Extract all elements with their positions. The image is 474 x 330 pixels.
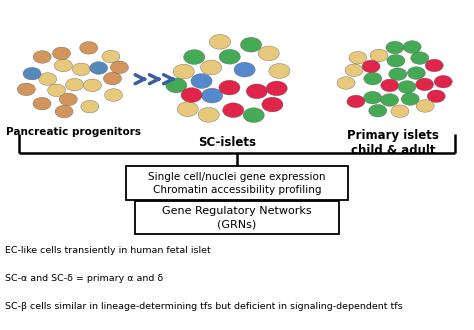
Circle shape: [191, 74, 212, 88]
Circle shape: [223, 103, 244, 117]
Circle shape: [391, 105, 409, 117]
Circle shape: [65, 78, 83, 91]
Circle shape: [243, 108, 264, 122]
Circle shape: [386, 41, 404, 54]
Circle shape: [105, 89, 122, 101]
Text: SC-β cells similar in lineage-determining tfs but deficient in signaling-depende: SC-β cells similar in lineage-determinin…: [5, 302, 402, 312]
Circle shape: [80, 42, 98, 54]
Circle shape: [219, 80, 240, 95]
Circle shape: [345, 64, 363, 77]
Text: Primary islets
child & adult: Primary islets child & adult: [347, 129, 439, 157]
Circle shape: [33, 97, 51, 110]
Circle shape: [434, 76, 452, 88]
Circle shape: [183, 50, 205, 64]
FancyBboxPatch shape: [126, 166, 348, 200]
Circle shape: [102, 50, 120, 63]
Circle shape: [427, 90, 445, 103]
Circle shape: [416, 100, 434, 112]
Circle shape: [201, 88, 223, 103]
Circle shape: [33, 51, 51, 63]
Circle shape: [201, 60, 222, 75]
Circle shape: [387, 54, 405, 67]
Circle shape: [266, 81, 287, 96]
Text: SC-islets: SC-islets: [199, 136, 256, 149]
Circle shape: [407, 67, 425, 79]
Circle shape: [258, 46, 279, 61]
Circle shape: [219, 50, 240, 64]
Circle shape: [347, 95, 365, 108]
Circle shape: [234, 62, 255, 77]
Circle shape: [403, 41, 421, 53]
FancyBboxPatch shape: [135, 201, 339, 234]
Circle shape: [425, 59, 443, 72]
Circle shape: [381, 79, 399, 92]
Text: EC-like cells transiently in human fetal islet: EC-like cells transiently in human fetal…: [5, 246, 210, 255]
Circle shape: [55, 59, 73, 72]
Circle shape: [55, 105, 73, 118]
Circle shape: [59, 93, 77, 106]
Circle shape: [364, 91, 382, 104]
Circle shape: [381, 94, 399, 106]
Circle shape: [90, 62, 108, 74]
Circle shape: [181, 88, 202, 102]
Circle shape: [370, 49, 388, 62]
Circle shape: [39, 73, 56, 85]
Circle shape: [416, 78, 434, 91]
Circle shape: [166, 78, 187, 93]
Circle shape: [198, 108, 219, 122]
Circle shape: [401, 93, 419, 105]
Circle shape: [83, 79, 101, 92]
Circle shape: [411, 52, 429, 64]
Circle shape: [110, 61, 128, 74]
Circle shape: [398, 81, 416, 93]
Circle shape: [18, 83, 36, 96]
Circle shape: [389, 68, 407, 81]
Circle shape: [73, 63, 91, 76]
Circle shape: [81, 100, 99, 113]
Circle shape: [210, 34, 230, 49]
Text: Single cell/nuclei gene expression
Chromatin accessibility profiling: Single cell/nuclei gene expression Chrom…: [148, 172, 326, 195]
Circle shape: [362, 60, 380, 73]
Circle shape: [269, 64, 290, 78]
Circle shape: [173, 64, 194, 79]
Circle shape: [337, 77, 355, 89]
Circle shape: [246, 84, 267, 99]
Circle shape: [349, 51, 367, 64]
Circle shape: [364, 72, 382, 85]
Circle shape: [369, 105, 387, 117]
Circle shape: [103, 72, 121, 85]
Circle shape: [262, 97, 283, 112]
Text: SC-α and SC-δ = primary α and δ: SC-α and SC-δ = primary α and δ: [5, 274, 163, 283]
Circle shape: [47, 84, 65, 97]
Circle shape: [23, 67, 41, 80]
Text: Pancreatic progenitors: Pancreatic progenitors: [6, 127, 141, 137]
Circle shape: [177, 102, 198, 116]
Circle shape: [240, 37, 262, 52]
Circle shape: [53, 47, 71, 60]
Text: Gene Regulatory Networks
(GRNs): Gene Regulatory Networks (GRNs): [162, 206, 312, 229]
